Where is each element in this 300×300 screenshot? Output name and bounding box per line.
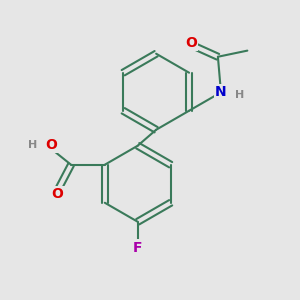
Text: O: O [52, 187, 64, 201]
Text: F: F [133, 241, 142, 254]
Text: O: O [185, 36, 197, 50]
Text: H: H [28, 140, 37, 150]
Text: H: H [235, 90, 244, 100]
Text: O: O [45, 138, 57, 152]
Text: N: N [215, 85, 227, 99]
